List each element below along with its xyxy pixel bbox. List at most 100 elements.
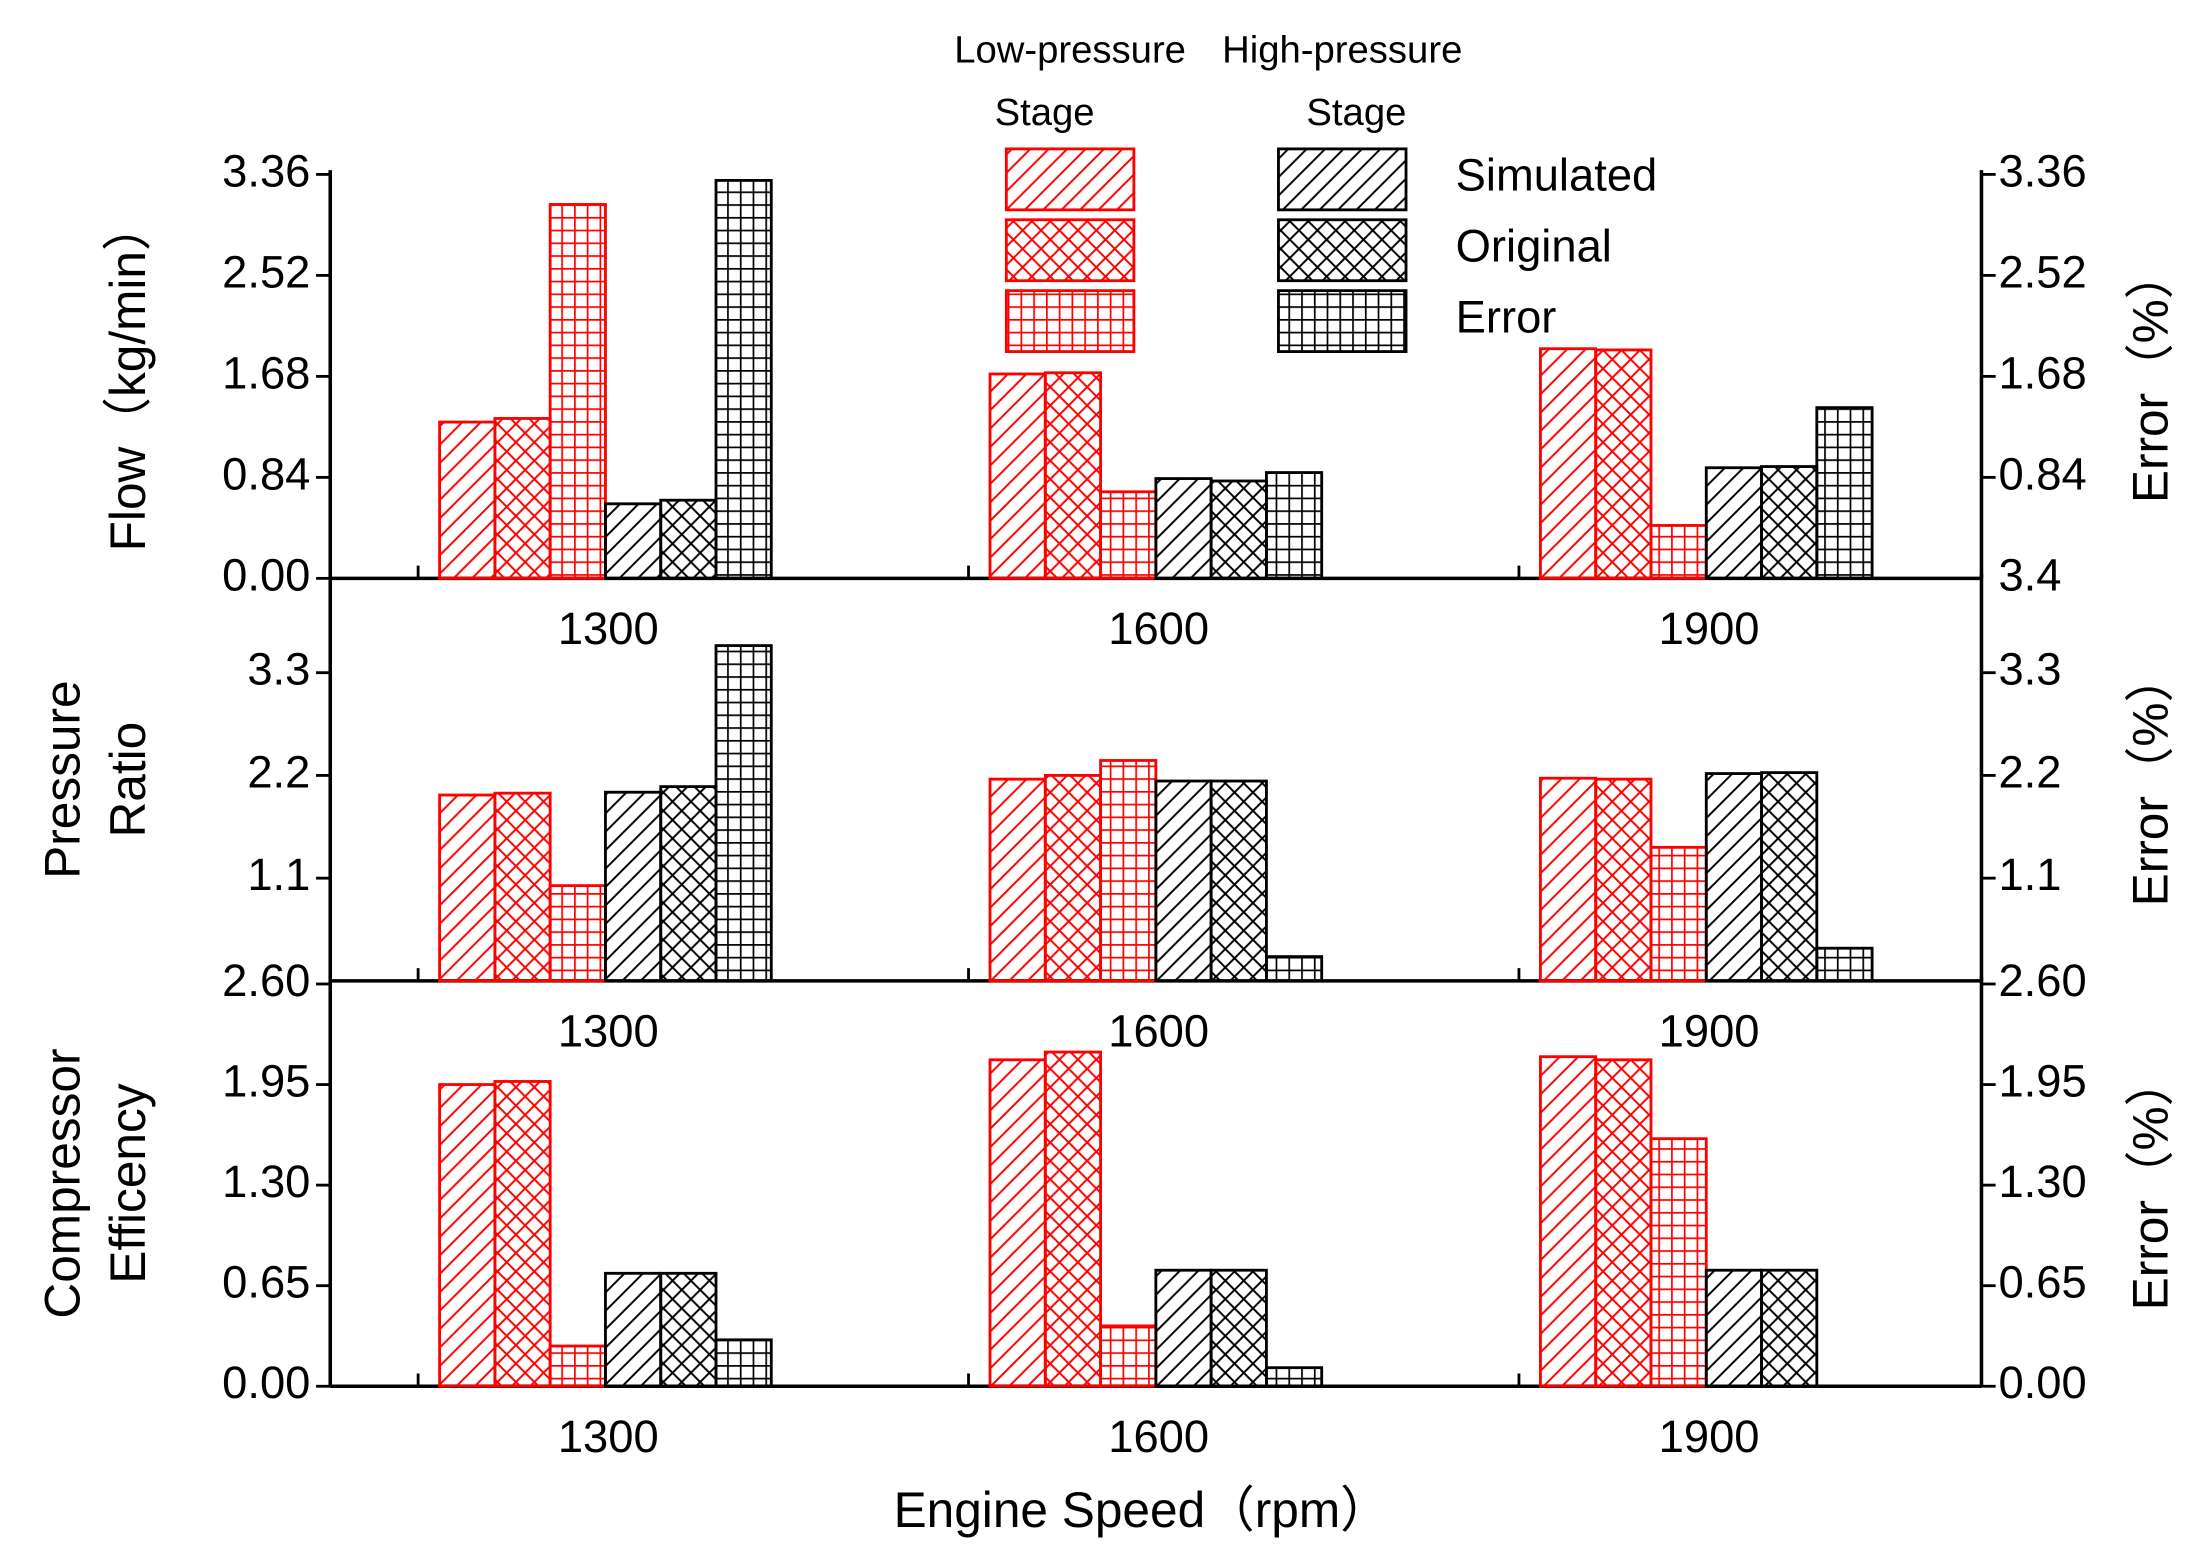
bar [659,1271,718,1388]
y2-tick-label: 3.3 [1998,644,2061,695]
y2-tick-label: 2.60 [1998,955,2086,1006]
y2-tick-label: 3.36 [1998,145,2086,196]
y-tick-label: 0.00 [222,549,310,600]
y-tick-label: 1.1 [247,849,310,900]
bar [714,179,773,580]
y2-axis-label: Error（%） [2123,1057,2179,1311]
y-tick-label: 2.60 [222,955,310,1006]
y2-tick-label: 0.84 [1998,448,2086,499]
y2-tick-label: 1.95 [1998,1056,2086,1107]
bar [1154,477,1213,580]
y2-tick-label: 0.00 [1998,1357,2086,1408]
legend-swatch [1004,218,1136,283]
bar [659,785,718,983]
y2-tick-label: 2.2 [1998,746,2061,797]
bar [1539,776,1598,983]
bar [1760,465,1819,580]
bar [1704,772,1763,983]
bar [493,791,552,983]
x-tick-label: 1600 [1108,1006,1209,1057]
bar [1539,1055,1598,1388]
legend-swatch [1277,218,1408,283]
y2-axis-label: Error（%） [2123,250,2179,504]
legend-swatch [1277,147,1408,212]
bar [1594,777,1653,983]
bar [1704,466,1763,580]
legend-swatch [1004,289,1136,353]
bar [1704,1268,1763,1388]
bar [1099,490,1158,580]
x-axis-label: Engine Speed（rpm） [894,1482,1390,1538]
x-tick-label: 1300 [558,1006,659,1057]
bar [1760,771,1819,983]
legend-label: Simulated [1456,150,1658,201]
y-tick-label: 3.36 [222,145,310,196]
bar [1209,779,1268,983]
y2-tick-label: 1.68 [1998,347,2086,398]
bar [1043,371,1102,580]
bar [988,372,1047,580]
y-tick-label: 1.30 [222,1156,310,1207]
x-tick-label: 1600 [1108,1411,1209,1462]
bar [1154,779,1213,983]
y2-tick-label: 0.65 [1998,1257,2086,1308]
legend-label: Original [1456,221,1612,272]
x-tick-label: 1600 [1108,603,1209,654]
y-tick-label: 1.95 [222,1056,310,1107]
x-tick-label: 1900 [1659,1411,1760,1462]
bar [1099,1324,1158,1388]
bar [548,203,607,580]
bar [1209,479,1268,580]
y2-axis-label: Error（%） [2123,653,2179,907]
y2-tick-label: 1.1 [1998,849,2061,900]
bar [1815,946,1874,983]
bar [1594,1058,1653,1388]
legend-label: Error [1456,291,1557,342]
legend-swatch [1277,289,1408,353]
x-tick-label: 1900 [1659,1006,1760,1057]
bar [1264,955,1324,983]
y-tick-label: 0.65 [222,1257,310,1308]
y-axis-label: Efficency [100,1083,156,1284]
bar [1649,1137,1708,1388]
bar [1649,845,1708,983]
legend-group-label: Stage [1306,91,1406,134]
bar [548,884,607,983]
y-axis-label: Pressure [35,680,91,878]
bar [604,502,663,580]
bar [438,1083,497,1388]
bar [1154,1268,1213,1388]
bar [438,420,497,580]
y-axis-label: Ratio [100,722,156,838]
bar [1043,774,1102,983]
bar [1209,1268,1268,1388]
bar [988,1058,1047,1388]
y-axis-label: Flow（kg/min） [100,201,156,551]
bar [493,417,552,580]
y2-tick-label: 2.52 [1998,246,2086,297]
bar [438,793,497,983]
y-axis-label: Compressor [35,1049,91,1319]
y-tick-label: 3.3 [247,644,310,695]
y-tick-label: 1.68 [222,347,310,398]
bar [1760,1268,1819,1388]
bar [604,1271,663,1388]
annotation: 3.4 [1998,549,2061,600]
bar [1264,1366,1324,1388]
x-tick-label: 1900 [1659,603,1760,654]
bar [714,1338,773,1388]
y-tick-label: 0.84 [222,448,310,499]
bar [1815,406,1874,580]
bar [988,777,1047,983]
bar [1649,524,1708,580]
legend-group-label: Stage [995,91,1095,134]
bar [659,498,718,580]
y-tick-label: 2.52 [222,246,310,297]
bar [1594,348,1653,580]
y2-tick-label: 1.30 [1998,1156,2086,1207]
bar [1043,1050,1102,1388]
bar [548,1344,607,1388]
bar [604,790,663,983]
